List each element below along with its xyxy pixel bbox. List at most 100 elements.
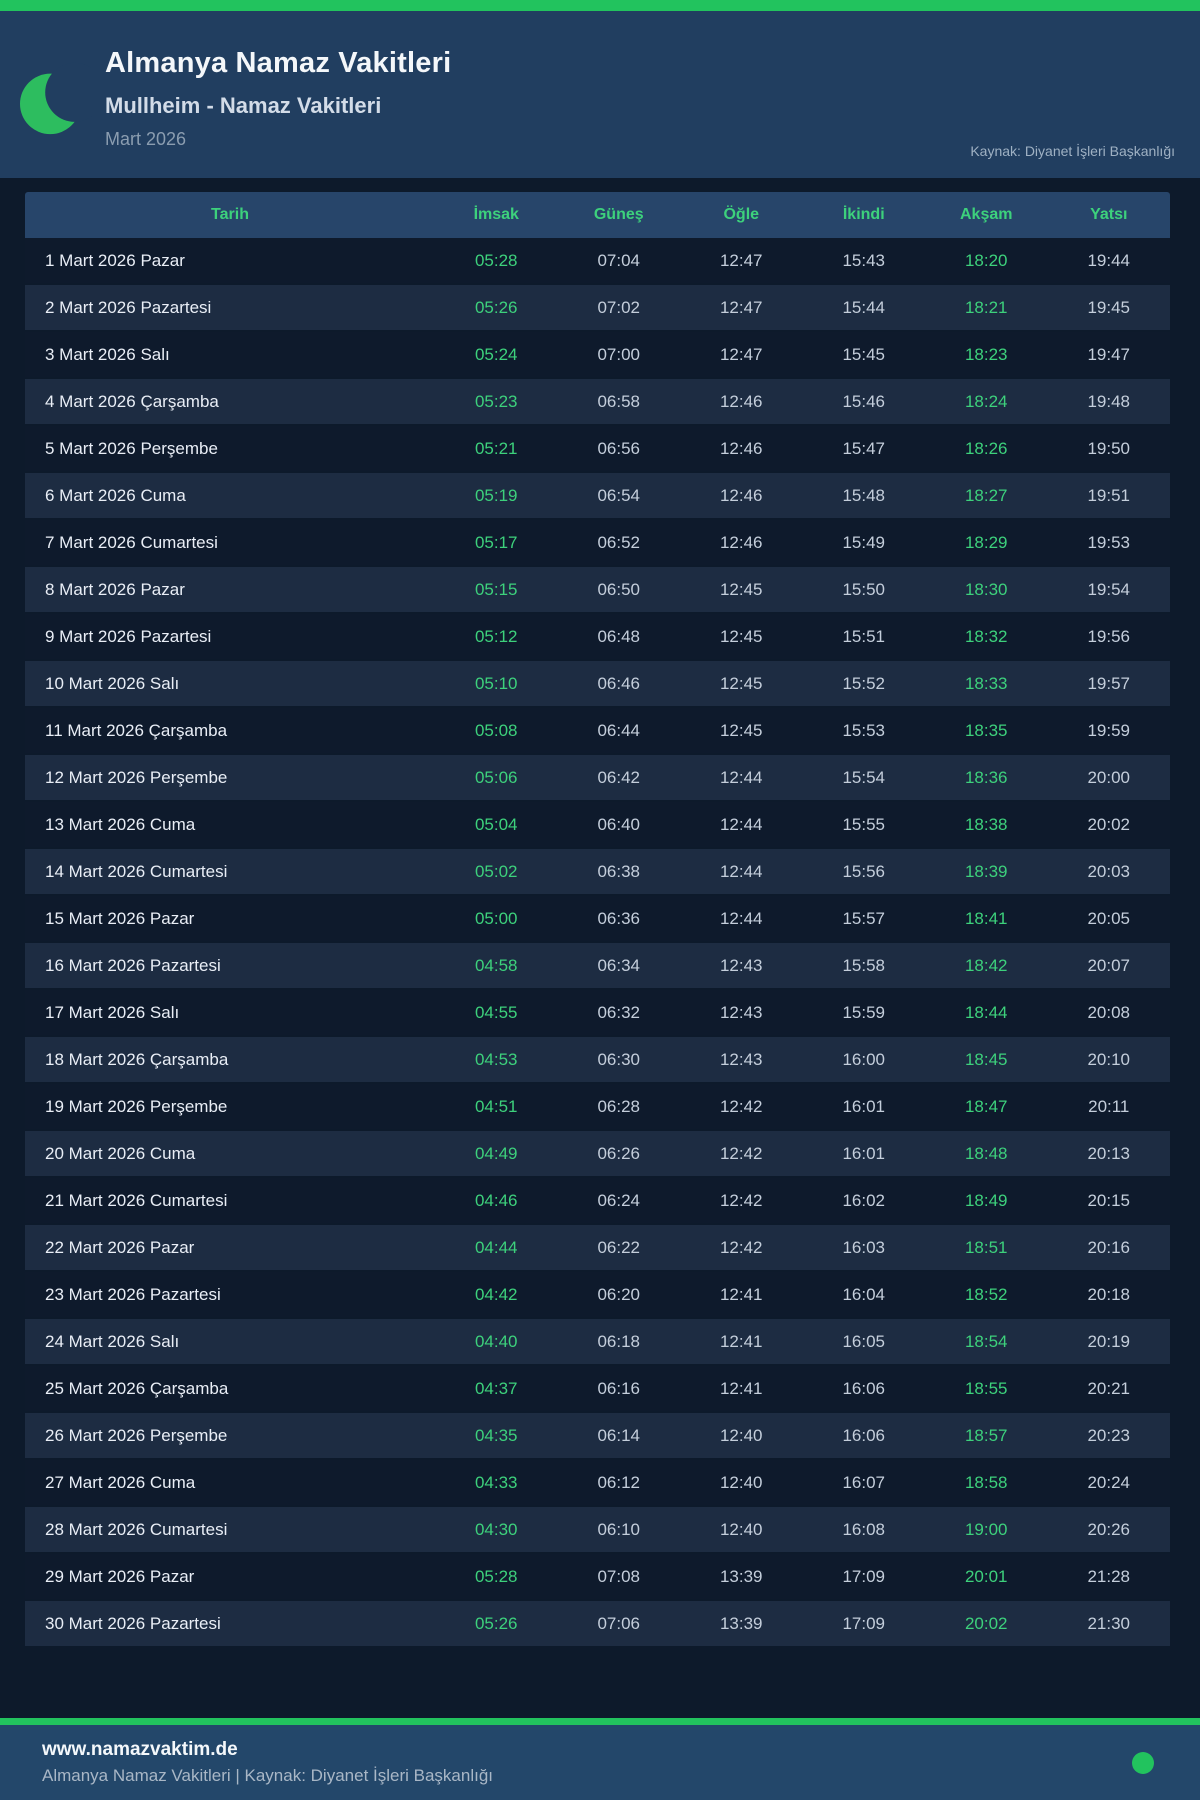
cell-ogle: 13:39: [719, 1566, 763, 1586]
cell-yatsi: 20:13: [1087, 1143, 1131, 1163]
table-row: 7 Mart 2026 Cumartesi 05:17 06:52 12:46 …: [25, 520, 1170, 567]
cell-imsak: 04:35: [474, 1425, 518, 1445]
cell-ogle: 12:45: [719, 579, 763, 599]
cell-gunes: 06:30: [597, 1049, 641, 1069]
cell-ikindi: 17:09: [842, 1613, 886, 1633]
footer-text: www.namazvaktim.de Almanya Namaz Vakitle…: [42, 1739, 493, 1786]
cell-gunes: 07:02: [597, 297, 641, 317]
cell-aksam: 18:57: [964, 1425, 1008, 1445]
cell-aksam: 18:21: [964, 297, 1008, 317]
cell-ogle: 12:42: [719, 1190, 763, 1210]
table-row: 13 Mart 2026 Cuma 05:04 06:40 12:44 15:5…: [25, 802, 1170, 849]
cell-aksam: 18:35: [964, 720, 1008, 740]
cell-imsak: 05:19: [474, 485, 518, 505]
cell-ogle: 12:41: [719, 1331, 763, 1351]
cell-gunes: 06:44: [597, 720, 641, 740]
table-row: 24 Mart 2026 Salı 04:40 06:18 12:41 16:0…: [25, 1319, 1170, 1366]
cell-aksam: 18:44: [964, 1002, 1008, 1022]
cell-imsak: 05:15: [474, 579, 518, 599]
cell-ikindi: 15:53: [842, 720, 886, 740]
table-row: 11 Mart 2026 Çarşamba 05:08 06:44 12:45 …: [25, 708, 1170, 755]
cell-ikindi: 15:56: [842, 861, 886, 881]
cell-ogle: 12:41: [719, 1378, 763, 1398]
cell-ikindi: 16:01: [842, 1143, 886, 1163]
table-row: 19 Mart 2026 Perşembe 04:51 06:28 12:42 …: [25, 1084, 1170, 1131]
cell-ikindi: 15:52: [842, 673, 886, 693]
cell-yatsi: 20:00: [1087, 767, 1131, 787]
cell-gunes: 07:08: [597, 1566, 641, 1586]
cell-date: 18 Mart 2026 Çarşamba: [45, 1049, 229, 1069]
cell-imsak: 04:40: [474, 1331, 518, 1351]
cell-ikindi: 15:43: [842, 250, 886, 270]
cell-aksam: 20:02: [964, 1613, 1008, 1633]
cell-yatsi: 20:18: [1087, 1284, 1131, 1304]
cell-ogle: 12:46: [719, 485, 763, 505]
cell-ikindi: 15:59: [842, 1002, 886, 1022]
cell-imsak: 04:42: [474, 1284, 518, 1304]
cell-aksam: 18:23: [964, 344, 1008, 364]
cell-date: 17 Mart 2026 Salı: [45, 1002, 180, 1022]
header: Almanya Namaz Vakitleri Mullheim - Namaz…: [0, 11, 1200, 178]
cell-gunes: 06:56: [597, 438, 641, 458]
crescent-moon-icon: [20, 62, 92, 135]
cell-imsak: 05:28: [474, 250, 518, 270]
cell-gunes: 07:06: [597, 1613, 641, 1633]
cell-imsak: 05:02: [474, 861, 518, 881]
cell-date: 7 Mart 2026 Cumartesi: [45, 532, 218, 552]
cell-imsak: 05:17: [474, 532, 518, 552]
cell-imsak: 04:30: [474, 1519, 518, 1539]
cell-gunes: 07:00: [597, 344, 641, 364]
cell-date: 5 Mart 2026 Perşembe: [45, 438, 218, 458]
cell-imsak: 05:24: [474, 344, 518, 364]
column-header-tarih: Tarih: [211, 206, 249, 223]
cell-ogle: 12:45: [719, 626, 763, 646]
cell-imsak: 05:06: [474, 767, 518, 787]
cell-imsak: 04:51: [474, 1096, 518, 1116]
cell-ikindi: 16:07: [842, 1472, 886, 1492]
cell-yatsi: 19:45: [1087, 297, 1131, 317]
period-label: Mart 2026: [105, 129, 187, 149]
cell-yatsi: 20:05: [1087, 908, 1131, 928]
table-row: 23 Mart 2026 Pazartesi 04:42 06:20 12:41…: [25, 1272, 1170, 1319]
cell-aksam: 18:29: [964, 532, 1008, 552]
cell-imsak: 05:00: [474, 908, 518, 928]
cell-aksam: 18:48: [964, 1143, 1008, 1163]
footer-credit: Almanya Namaz Vakitleri | Kaynak: Diyane…: [42, 1766, 494, 1785]
cell-aksam: 18:49: [964, 1190, 1008, 1210]
cell-gunes: 06:38: [597, 861, 641, 881]
cell-aksam: 19:00: [964, 1519, 1008, 1539]
cell-yatsi: 20:03: [1087, 861, 1131, 881]
cell-yatsi: 19:56: [1087, 626, 1131, 646]
cell-yatsi: 19:44: [1087, 250, 1131, 270]
table-row: 17 Mart 2026 Salı 04:55 06:32 12:43 15:5…: [25, 990, 1170, 1037]
table-body: 1 Mart 2026 Pazar 05:28 07:04 12:47 15:4…: [25, 238, 1170, 1648]
cell-gunes: 06:16: [597, 1378, 641, 1398]
table-row: 9 Mart 2026 Pazartesi 05:12 06:48 12:45 …: [25, 614, 1170, 661]
cell-date: 25 Mart 2026 Çarşamba: [45, 1378, 229, 1398]
cell-yatsi: 21:28: [1087, 1566, 1131, 1586]
cell-imsak: 04:37: [474, 1378, 518, 1398]
table-row: 18 Mart 2026 Çarşamba 04:53 06:30 12:43 …: [25, 1037, 1170, 1084]
cell-imsak: 04:33: [474, 1472, 518, 1492]
cell-yatsi: 19:51: [1087, 485, 1131, 505]
cell-gunes: 06:50: [597, 579, 641, 599]
page-title: Almanya Namaz Vakitleri: [105, 47, 452, 79]
cell-imsak: 05:12: [474, 626, 518, 646]
cell-gunes: 06:20: [597, 1284, 641, 1304]
cell-ikindi: 15:57: [842, 908, 886, 928]
cell-imsak: 04:55: [474, 1002, 518, 1022]
table-row: 30 Mart 2026 Pazartesi 05:26 07:06 13:39…: [25, 1601, 1170, 1648]
cell-yatsi: 19:48: [1087, 391, 1131, 411]
table-row: 25 Mart 2026 Çarşamba 04:37 06:16 12:41 …: [25, 1366, 1170, 1413]
cell-ogle: 12:40: [719, 1472, 763, 1492]
cell-ogle: 12:40: [719, 1425, 763, 1445]
cell-ikindi: 15:55: [842, 814, 886, 834]
cell-yatsi: 19:57: [1087, 673, 1131, 693]
cell-date: 22 Mart 2026 Pazar: [45, 1237, 195, 1257]
cell-date: 4 Mart 2026 Çarşamba: [45, 391, 219, 411]
cell-ikindi: 15:49: [842, 532, 886, 552]
cell-yatsi: 20:08: [1087, 1002, 1131, 1022]
cell-date: 19 Mart 2026 Perşembe: [45, 1096, 228, 1116]
cell-gunes: 06:34: [597, 955, 641, 975]
